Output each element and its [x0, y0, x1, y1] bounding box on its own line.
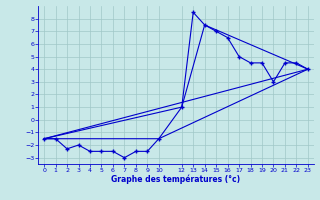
X-axis label: Graphe des températures (°c): Graphe des températures (°c) — [111, 175, 241, 184]
